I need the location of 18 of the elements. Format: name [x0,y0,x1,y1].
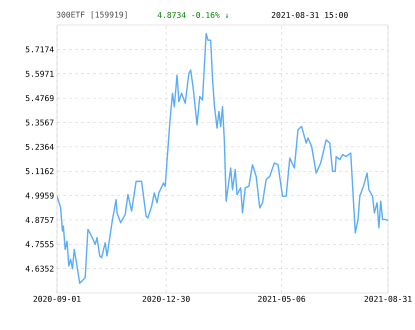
y-tick-label: 4.7555 [26,241,54,248]
y-tick-label: 5.7174 [26,46,54,52]
text: 2021-08-31 15:00 [272,12,348,18]
text: 4.8734 -0.16% ↓ [158,12,228,18]
x-tick-label: 2020-12-30 [142,296,190,302]
y-tick-label: 5.1162 [26,168,54,174]
x-tick-label: 2021-05-06 [258,296,306,302]
x-tick-label: 2021-08-31 [364,296,412,302]
y-tick-label: 4.9959 [26,192,54,199]
y-tick-label: 4.6352 [26,266,54,272]
y-tick-label: 5.3567 [26,119,54,126]
y-tick-label: 4.8757 [26,216,54,223]
x-tick-label: 2020-09-01 [34,296,81,302]
y-tick-label: 5.2364 [26,144,54,150]
y-tick-label: 5.5971 [26,70,54,77]
chart-title: 300ETF [159919] [56,11,127,19]
line-series [57,32,388,284]
y-tick-label: 5.4769 [26,95,54,102]
